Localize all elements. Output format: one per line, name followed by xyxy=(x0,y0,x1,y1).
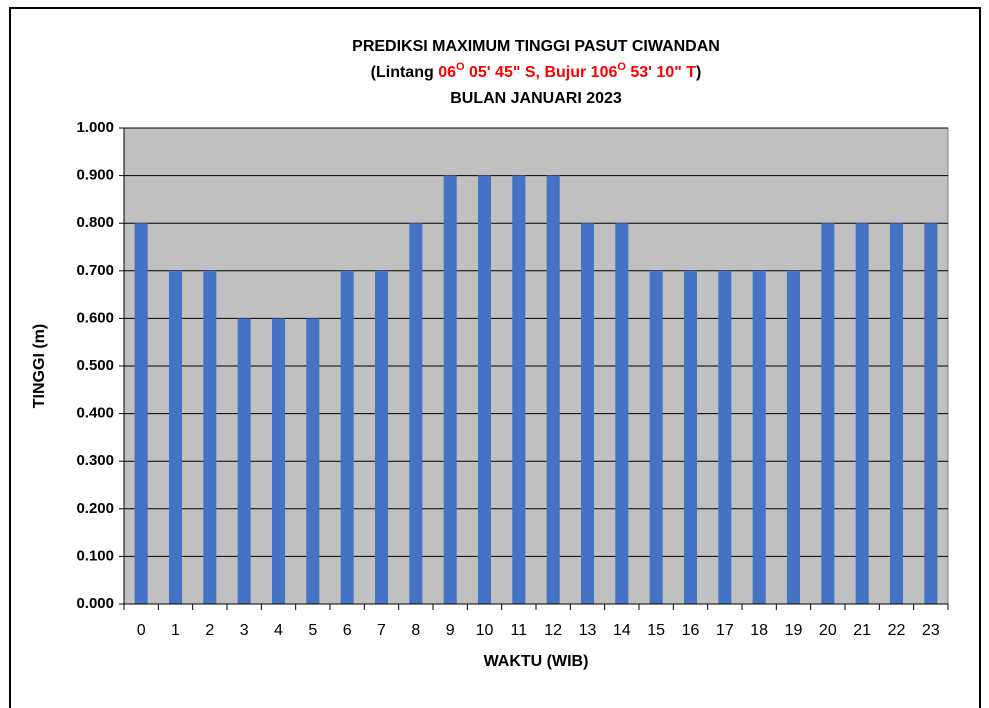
bar xyxy=(855,223,869,604)
y-tick-label: 0.300 xyxy=(76,452,114,469)
x-tick-label: 6 xyxy=(343,622,352,639)
x-tick-label: 10 xyxy=(476,622,494,639)
x-tick-label: 20 xyxy=(819,622,837,639)
x-tick-label: 17 xyxy=(716,622,734,639)
bar xyxy=(752,270,766,604)
x-tick-label: 16 xyxy=(682,622,700,639)
x-tick-label: 15 xyxy=(647,622,665,639)
bar xyxy=(580,223,595,604)
y-tick-label: 0.700 xyxy=(76,262,114,279)
bar xyxy=(683,270,698,604)
chart-title-line: BULAN JANUARI 2023 xyxy=(450,90,622,107)
x-axis-title: WAKTU (WIB) xyxy=(484,653,589,670)
x-tick-label: 19 xyxy=(785,622,803,639)
bar xyxy=(237,318,251,604)
chart-title: PREDIKSI MAXIMUM TINGGI PASUT CIWANDAN xyxy=(352,38,720,55)
bar xyxy=(786,270,801,604)
x-tick-label: 18 xyxy=(750,622,768,639)
frame xyxy=(9,7,981,708)
x-tick-label: 2 xyxy=(205,622,214,639)
bar xyxy=(340,270,354,604)
x-tick-label: 5 xyxy=(308,622,317,639)
bar xyxy=(203,270,217,604)
y-tick-label: 0.100 xyxy=(76,547,114,564)
bar xyxy=(134,223,148,604)
subtitle-part: 05' 45" S, Bujur 106 xyxy=(465,64,618,81)
x-tick-label: 12 xyxy=(544,622,562,639)
bar xyxy=(271,318,286,604)
bar xyxy=(409,223,423,604)
y-tick-label: 0.200 xyxy=(76,500,114,517)
subtitle-part: ) xyxy=(696,64,701,81)
bar xyxy=(374,270,389,604)
y-tick-label: 0.000 xyxy=(76,595,114,612)
bar xyxy=(512,175,526,604)
y-tick-label: 0.400 xyxy=(76,405,114,422)
x-tick-label: 1 xyxy=(171,622,180,639)
x-tick-label: 11 xyxy=(511,622,528,639)
bar xyxy=(649,270,663,604)
subtitle-part: O xyxy=(617,61,626,73)
y-axis-title: TINGGI (m) xyxy=(31,324,48,408)
x-tick-label: 9 xyxy=(446,622,455,639)
bar xyxy=(889,223,904,604)
x-tick-label: 4 xyxy=(274,622,283,639)
y-tick-label: 0.900 xyxy=(76,167,114,184)
bar xyxy=(306,318,320,604)
subtitle-part: 06 xyxy=(438,64,456,81)
subtitle-part: (Lintang xyxy=(371,64,439,81)
y-tick-label: 0.500 xyxy=(76,357,114,374)
x-tick-label: 3 xyxy=(240,622,249,639)
x-tick-label: 13 xyxy=(579,622,597,639)
y-tick-label: 0.800 xyxy=(76,214,114,231)
bar xyxy=(168,270,183,604)
bar xyxy=(443,175,457,604)
x-tick-label: 8 xyxy=(411,622,420,639)
bar xyxy=(546,175,560,604)
y-tick-label: 0.600 xyxy=(76,309,114,326)
subtitle-part: 53' 10" T xyxy=(626,64,696,81)
y-tick-label: 1.000 xyxy=(76,119,114,136)
x-tick-label: 21 xyxy=(853,622,871,639)
x-tick-label: 7 xyxy=(377,622,386,639)
bar xyxy=(924,223,938,604)
x-tick-label: 0 xyxy=(137,622,146,639)
x-tick-label: 22 xyxy=(888,622,906,639)
bar xyxy=(477,175,492,604)
bar xyxy=(718,270,732,604)
bar xyxy=(615,223,629,604)
x-tick-label: 14 xyxy=(613,622,631,639)
bar xyxy=(821,223,835,604)
chart-subtitle: (Lintang 06O 05' 45" S, Bujur 106O 53' 1… xyxy=(371,61,702,81)
x-tick-label: 23 xyxy=(922,622,940,639)
subtitle-part: O xyxy=(456,61,465,73)
